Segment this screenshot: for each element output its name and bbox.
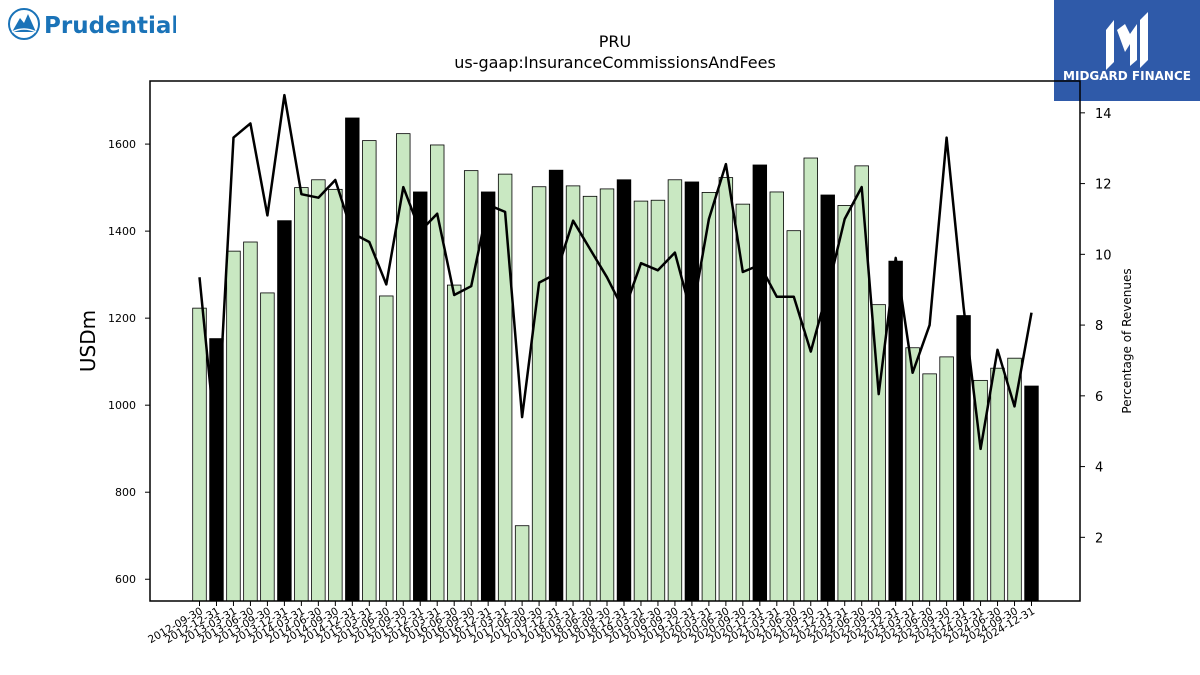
- quarter-bar: [497, 173, 513, 602]
- y2-tick-label: 4: [1095, 461, 1103, 476]
- annual-bar: [752, 164, 768, 602]
- plot-frame: [149, 80, 1081, 602]
- quarter-bar: [243, 241, 258, 602]
- y2-tick-label: 14: [1095, 107, 1112, 122]
- quarter-bar: [396, 133, 411, 602]
- quarter-bar: [650, 199, 666, 602]
- quarter-bar: [701, 191, 717, 602]
- annual-bar: [616, 179, 632, 602]
- quarter-bar: [362, 140, 377, 602]
- midgard-finance-logo: MIDGARD FINANCE: [1054, 0, 1200, 101]
- prudential-logo-text: Prudential: [44, 13, 176, 39]
- quarter-bar: [328, 188, 343, 602]
- rock-icon: Prudential: [8, 8, 179, 40]
- y-tick-label: 800: [115, 486, 136, 499]
- quarter-bar: [905, 347, 920, 602]
- quarter-bar: [379, 295, 394, 602]
- y2-tick-label: 2: [1095, 531, 1103, 546]
- quarter-bar: [735, 203, 751, 602]
- annual-bar: [684, 181, 700, 602]
- annual-bar: [820, 194, 835, 602]
- quarter-bar: [514, 525, 530, 602]
- y-axis-left: 600 800 1000 1200 1400 1600: [108, 138, 150, 586]
- quarter-bar: [531, 186, 547, 602]
- y2-tick-label: 6: [1095, 390, 1103, 405]
- quarter-bar: [990, 367, 1005, 602]
- percentage-line: [198, 93, 1033, 451]
- midgard-emblem-icon: [1106, 12, 1148, 70]
- quarter-bar: [260, 292, 275, 602]
- quarter-bar: [939, 356, 954, 602]
- annual-bar: [548, 169, 564, 602]
- quarter-bar: [294, 187, 309, 602]
- midgard-finance-text: MIDGARD FINANCE: [1063, 69, 1191, 83]
- y-tick-label: 1400: [108, 225, 136, 238]
- prudential-logo: Prudential: [6, 6, 179, 46]
- quarter-bar: [633, 200, 649, 602]
- chart-title: PRU: [599, 32, 631, 51]
- percentage-line-series: [198, 93, 1033, 451]
- quarter-bar: [599, 188, 615, 602]
- bar-series: [192, 117, 1039, 602]
- annual-bar: [345, 117, 360, 602]
- quarter-bar: [311, 179, 326, 602]
- annual-bar: [956, 315, 971, 602]
- y-tick-label: 1200: [108, 312, 136, 325]
- quarter-bar: [718, 177, 734, 602]
- quarter-bar: [565, 185, 581, 602]
- x-axis: 2012-09-302012-12-312013-03-312013-06-30…: [146, 601, 1037, 646]
- chart-subtitle: us-gaap:InsuranceCommissionsAndFees: [454, 53, 776, 72]
- annual-bar: [277, 220, 292, 602]
- y-tick-label: 1600: [108, 138, 136, 151]
- quarter-bar: [192, 307, 207, 602]
- annual-bar: [480, 191, 496, 602]
- y2-tick-label: 10: [1095, 248, 1112, 263]
- quarter-bar: [463, 170, 479, 602]
- y-axis-label: USDm: [76, 310, 100, 372]
- annual-bar: [888, 260, 903, 602]
- y2-tick-label: 8: [1095, 319, 1103, 334]
- annual-bar: [413, 191, 428, 602]
- quarter-bar: [837, 205, 852, 602]
- y2-axis-label: Percentage of Revenues: [1120, 268, 1134, 413]
- quarter-bar: [769, 191, 785, 602]
- y-axis-right: 2 4 6 8 10 12 14: [1080, 107, 1112, 546]
- y2-tick-label: 12: [1095, 178, 1112, 193]
- annual-bar: [1024, 385, 1039, 602]
- y-tick-label: 1000: [108, 399, 136, 412]
- quarter-bar: [667, 179, 683, 602]
- quarter-bar: [922, 373, 937, 602]
- quarter-bar: [786, 230, 801, 602]
- quarter-bar: [446, 284, 462, 602]
- quarter-bar: [226, 250, 241, 602]
- y-tick-label: 600: [115, 573, 136, 586]
- quarter-bar: [803, 157, 818, 602]
